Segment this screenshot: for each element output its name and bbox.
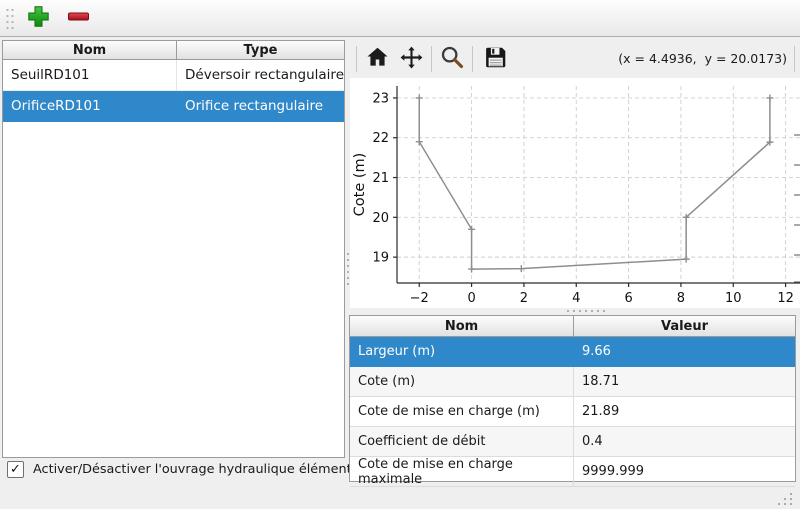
cell-type: Orifice rectangulaire xyxy=(185,98,324,114)
property-row-coefficient-debit[interactable]: Coefficient de débit 0.4 xyxy=(350,427,795,457)
save-icon xyxy=(483,45,508,73)
svg-text:2: 2 xyxy=(520,291,528,306)
svg-text:−2: −2 xyxy=(410,291,429,306)
header-cell-valeur[interactable]: Valeur xyxy=(660,318,709,334)
pan-icon xyxy=(399,45,424,73)
resize-grip-icon[interactable] xyxy=(768,491,794,506)
header-cell-nom[interactable]: Nom xyxy=(3,41,177,59)
cross-section-figure: 19 20 21 22 23 −2 0 2 4 6 8 10 12 Cote (m) xyxy=(350,78,800,308)
property-name: Coefficient de débit xyxy=(350,427,574,456)
property-row-cote-mise-en-charge[interactable]: Cote de mise en charge (m) 21.89 xyxy=(350,397,795,427)
structures-table-header: Nom Type xyxy=(3,41,344,60)
property-name: Cote de mise en charge maximale xyxy=(350,457,574,487)
header-cell-nom[interactable]: Nom xyxy=(350,316,574,336)
property-name: Cote de mise en charge (m) xyxy=(350,397,574,426)
table-row-seuil[interactable]: SeuilRD101 Déversoir rectangulaire xyxy=(3,60,344,91)
structures-table: Nom Type SeuilRD101 Déversoir rectangula… xyxy=(2,40,345,458)
toolbar-separator xyxy=(472,45,473,72)
activate-row: ✓ Activer/Désactiver l'ouvrage hydrauliq… xyxy=(7,461,376,478)
panel-splitter[interactable] xyxy=(345,39,350,485)
table-row-orifice[interactable]: OrificeRD101 Orifice rectangulaire xyxy=(3,91,344,122)
property-value[interactable]: 9.66 xyxy=(582,344,611,359)
svg-text:Cote (m): Cote (m) xyxy=(352,153,368,217)
cross-section-chart[interactable]: 19 20 21 22 23 −2 0 2 4 6 8 10 12 Cote (m) xyxy=(350,78,800,308)
add-button[interactable] xyxy=(22,3,54,33)
svg-text:0: 0 xyxy=(467,291,475,306)
home-button[interactable] xyxy=(361,43,393,75)
cell-nom: OrificeRD101 xyxy=(11,98,101,114)
plot-toolbar: (x = 4.4936, y = 20.0173) xyxy=(350,39,800,78)
property-value[interactable]: 9999.999 xyxy=(582,464,645,479)
property-name: Cote (m) xyxy=(350,367,574,396)
toolbar-separator xyxy=(794,45,795,72)
svg-text:8: 8 xyxy=(677,291,685,306)
property-value[interactable]: 21.89 xyxy=(582,404,620,419)
chart-table-splitter[interactable] xyxy=(350,307,800,315)
plus-icon xyxy=(27,5,50,31)
save-button[interactable] xyxy=(479,43,511,75)
svg-text:6: 6 xyxy=(624,291,632,306)
properties-table: Nom Valeur Largeur (m) 9.66 Cote (m) 18.… xyxy=(349,315,796,487)
cursor-coordinates: (x = 4.4936, y = 20.0173) xyxy=(618,51,787,66)
cell-type: Déversoir rectangulaire xyxy=(185,67,344,83)
main-toolbar xyxy=(0,0,800,37)
zoom-button[interactable] xyxy=(436,43,468,75)
property-row-largeur[interactable]: Largeur (m) 9.66 xyxy=(350,337,795,367)
svg-text:23: 23 xyxy=(372,91,389,106)
toolbar-drag-handle[interactable] xyxy=(5,5,14,31)
svg-text:4: 4 xyxy=(572,291,580,306)
zoom-icon xyxy=(440,45,465,73)
svg-text:20: 20 xyxy=(372,211,389,226)
activate-checkbox[interactable]: ✓ xyxy=(7,461,24,478)
svg-text:19: 19 xyxy=(372,251,389,266)
svg-text:22: 22 xyxy=(372,131,389,146)
property-value[interactable]: 18.71 xyxy=(582,374,620,389)
home-icon xyxy=(365,45,390,73)
toolbar-separator xyxy=(356,45,357,72)
svg-text:10: 10 xyxy=(725,291,742,306)
cell-nom: SeuilRD101 xyxy=(3,60,177,90)
header-cell-type[interactable]: Type xyxy=(243,42,278,58)
property-row-cote[interactable]: Cote (m) 18.71 xyxy=(350,367,795,397)
property-value[interactable]: 0.4 xyxy=(582,434,603,449)
properties-table-header: Nom Valeur xyxy=(350,316,795,337)
pan-button[interactable] xyxy=(395,43,427,75)
property-name: Largeur (m) xyxy=(358,344,436,359)
svg-text:12: 12 xyxy=(777,291,794,306)
remove-button[interactable] xyxy=(62,3,94,33)
minus-icon xyxy=(67,5,90,31)
property-row-cote-max[interactable]: Cote de mise en charge maximale 9999.999 xyxy=(350,457,795,487)
svg-text:21: 21 xyxy=(372,171,389,186)
checkbox-label: Activer/Désactiver l'ouvrage hydraulique… xyxy=(33,462,376,477)
toolbar-separator xyxy=(431,45,432,72)
